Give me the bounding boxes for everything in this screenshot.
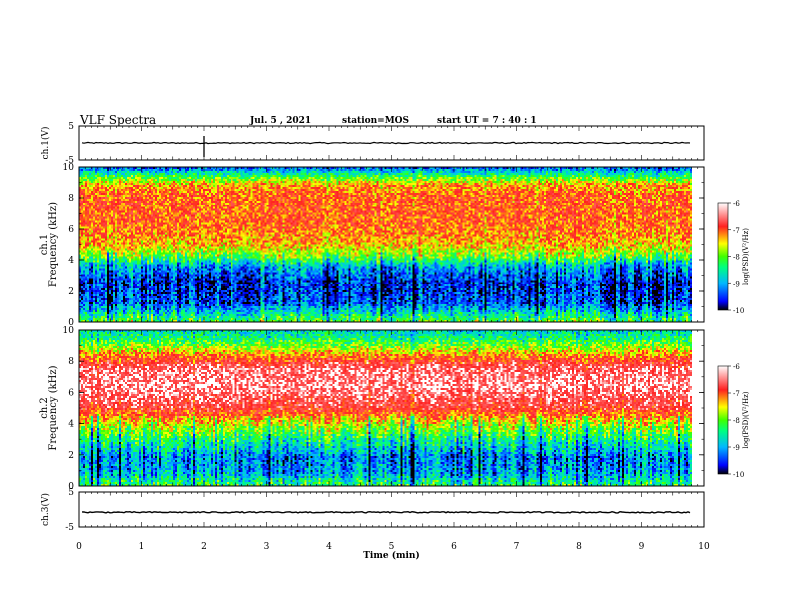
y-tick-label: 6: [68, 388, 74, 398]
colorbar-label: log(PSD)(V²/Hz): [742, 391, 750, 448]
y-tick-label: 2: [68, 451, 74, 461]
x-tick-label: 1: [139, 542, 145, 552]
y-tick-label: 2: [68, 287, 74, 297]
colorbar-tick-label: -8: [733, 254, 740, 262]
frequency-axis-label: Frequency (kHz): [48, 365, 59, 450]
y-tick-label: 10: [63, 326, 75, 336]
colorbar-tick-label: -9: [733, 444, 740, 452]
y-tick-label: 0: [68, 318, 74, 328]
x-tick-label: 4: [326, 542, 332, 552]
y-tick-label: 4: [68, 420, 74, 430]
colorbar-tick-label: -8: [733, 417, 740, 425]
waveform-line: [81, 510, 691, 514]
colorbar-tick-label: -10: [733, 307, 744, 315]
colorbar: [717, 365, 729, 475]
colorbar-tick-label: -7: [733, 227, 740, 235]
y-tick-label: 5: [68, 488, 74, 498]
y-tick-label: 6: [68, 225, 74, 235]
x-tick-label: 5: [389, 542, 395, 552]
colorbar: [717, 202, 729, 311]
x-tick-label: 2: [201, 542, 207, 552]
colorbar-tick-label: -6: [733, 363, 740, 371]
y-tick-label: 10: [63, 163, 75, 173]
start-time-label: start UT = 7 : 40 : 1: [437, 116, 537, 126]
colorbar-tick-label: -9: [733, 280, 740, 288]
x-axis-label: Time (min): [363, 550, 420, 561]
panel-channel-label: ch.2: [39, 397, 50, 419]
spectrogram-ch1: [79, 167, 692, 322]
station-label: station=MOS: [342, 116, 410, 126]
frequency-axis-label: Frequency (kHz): [48, 202, 59, 287]
panel-frame: [78, 491, 705, 528]
voltage-axis-label: ch.1(V): [40, 127, 51, 160]
panel-channel-label: ch.1: [39, 234, 50, 256]
x-tick-label: 10: [698, 542, 710, 552]
x-tick-label: 9: [639, 542, 645, 552]
waveform-line: [81, 141, 691, 145]
y-tick-label: 5: [68, 122, 74, 132]
colorbar-label: log(PSD)(V²/Hz): [742, 228, 750, 285]
x-tick-label: 6: [451, 542, 457, 552]
x-tick-label: 3: [264, 542, 270, 552]
voltage-axis-label: ch.3(V): [40, 493, 51, 526]
spectrogram-ch2: [79, 330, 692, 486]
y-tick-label: 8: [68, 357, 74, 367]
x-tick-label: 7: [514, 542, 520, 552]
y-tick-label: 8: [68, 194, 74, 204]
y-tick-label: 4: [68, 256, 74, 266]
date-label: Jul. 5 , 2021: [250, 116, 312, 126]
y-tick-label: -5: [65, 156, 74, 166]
x-tick-label: 8: [576, 542, 582, 552]
colorbar-tick-label: -7: [733, 390, 740, 398]
y-tick-label: -5: [65, 523, 74, 533]
colorbar-tick-label: -10: [733, 471, 744, 479]
y-tick-label: 0: [68, 482, 74, 492]
x-tick-label: 0: [76, 542, 82, 552]
colorbar-tick-label: -6: [733, 200, 740, 208]
chart-title: VLF Spectra: [80, 113, 157, 127]
